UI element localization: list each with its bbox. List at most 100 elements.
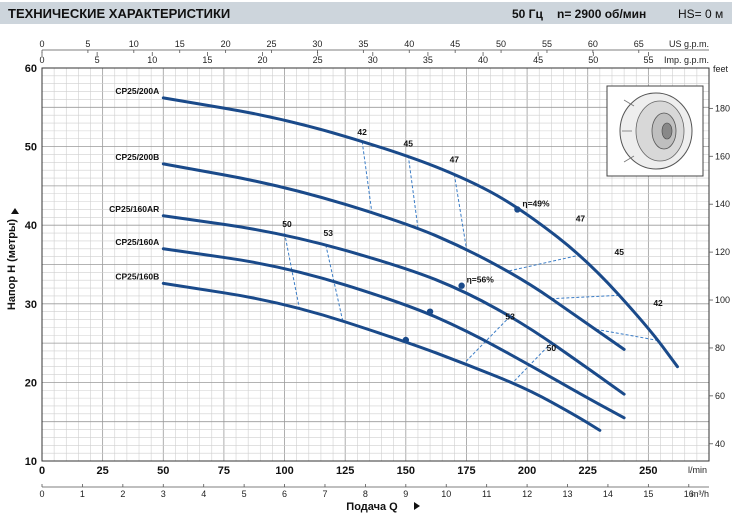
efficiency-point-label: η=56% bbox=[467, 275, 495, 285]
us-gpm-tick-label: 15 bbox=[175, 39, 185, 49]
y-axis-title: Напор H (метры) bbox=[6, 219, 18, 310]
m3h-tick-label: 14 bbox=[603, 489, 613, 499]
y-tick-label: 10 bbox=[25, 456, 37, 468]
imp-gpm-tick-label: 30 bbox=[368, 55, 378, 65]
x-tick-label-lmin: 150 bbox=[397, 465, 415, 477]
header-speed: n= 2900 об/мин bbox=[557, 7, 646, 21]
curve-cp25-160b bbox=[161, 281, 602, 432]
grid bbox=[41, 67, 710, 462]
curve-cp25-160ar bbox=[161, 214, 626, 396]
y-tick-label: 50 bbox=[25, 142, 37, 154]
us-gpm-tick-label: 35 bbox=[358, 39, 368, 49]
imp-gpm-tick-label: 25 bbox=[313, 55, 323, 65]
curve-cp25-200a bbox=[161, 96, 679, 369]
x-tick-label-lmin: 250 bbox=[639, 465, 657, 477]
efficiency-line-53 bbox=[463, 315, 511, 364]
us-gpm-unit: US g.p.m. bbox=[669, 39, 709, 49]
efficiency-label: 53 bbox=[323, 228, 333, 238]
m3h-tick-label: 7 bbox=[322, 489, 327, 499]
feet-tick-label: 120 bbox=[715, 247, 730, 257]
x-tick-label-lmin: 200 bbox=[518, 465, 536, 477]
labels: CP25/200A CP25/200B CP25/160AR CP25/160A CP2… bbox=[109, 86, 663, 353]
x-tick-label-lmin: 125 bbox=[336, 465, 354, 477]
imp-gpm-tick-label: 35 bbox=[423, 55, 433, 65]
curve-label: CP25/160B bbox=[115, 271, 159, 281]
m3h-tick-label: 13 bbox=[563, 489, 573, 499]
m3h-tick-label: 5 bbox=[242, 489, 247, 499]
y-axis-arrow-icon bbox=[11, 208, 19, 214]
curve-label: CP25/160A bbox=[115, 237, 159, 247]
feet-tick-label: 100 bbox=[715, 295, 730, 305]
x-tick-label-lmin: 25 bbox=[97, 465, 109, 477]
imp-gpm-tick-label: 15 bbox=[202, 55, 212, 65]
y-tick-label: 20 bbox=[25, 377, 37, 389]
us-gpm-tick-label: 60 bbox=[588, 39, 598, 49]
feet-tick-label: 60 bbox=[715, 391, 725, 401]
efficiency-label: 50 bbox=[282, 219, 292, 229]
x-axis-title: Подача Q bbox=[346, 501, 398, 513]
x-tick-label-lmin: 225 bbox=[579, 465, 597, 477]
header-frequency: 50 Гц bbox=[512, 7, 543, 21]
efficiency-point bbox=[402, 336, 410, 344]
x-unit-lmin: l/min bbox=[688, 465, 707, 475]
efficiency-point bbox=[514, 206, 521, 213]
imp-gpm-tick-label: 40 bbox=[478, 55, 488, 65]
efficiency-line-53 bbox=[325, 244, 344, 322]
efficiency-lines bbox=[284, 141, 659, 384]
efficiency-line-42 bbox=[594, 328, 659, 341]
m3h-tick-label: 0 bbox=[39, 489, 44, 499]
curve-label: CP25/200A bbox=[115, 86, 159, 96]
m3h-tick-label: 1 bbox=[80, 489, 85, 499]
header-title: ТЕХНИЧЕСКИЕ ХАРАКТЕРИСТИКИ bbox=[8, 6, 230, 21]
efficiency-line-47 bbox=[453, 174, 467, 249]
efficiency-label: 50 bbox=[547, 343, 557, 353]
imp-gpm-tick-label: 45 bbox=[533, 55, 543, 65]
y-tick-label: 30 bbox=[25, 299, 37, 311]
curve-label: CP25/200B bbox=[115, 152, 159, 162]
us-gpm-tick-label: 40 bbox=[404, 39, 414, 49]
m3h-unit: m³/h bbox=[691, 489, 709, 499]
efficiency-label: 47 bbox=[450, 154, 460, 164]
feet-tick-label: 180 bbox=[715, 103, 730, 113]
us-gpm-tick-label: 25 bbox=[267, 39, 277, 49]
us-gpm-tick-label: 50 bbox=[496, 39, 506, 49]
m3h-tick-label: 15 bbox=[643, 489, 653, 499]
efficiency-line-45 bbox=[551, 294, 620, 300]
efficiency-label: 45 bbox=[615, 247, 625, 257]
m3h-tick-label: 9 bbox=[403, 489, 408, 499]
feet-tick-label: 160 bbox=[715, 151, 730, 161]
efficiency-line-45 bbox=[407, 155, 419, 229]
efficiency-label: 53 bbox=[505, 312, 515, 322]
feet-tick-label: 140 bbox=[715, 199, 730, 209]
efficiency-line-50 bbox=[512, 342, 552, 384]
header: ТЕХНИЧЕСКИЕ ХАРАКТЕРИСТИКИ 50 Гц n= 2900… bbox=[0, 2, 732, 24]
x-tick-label-lmin: 175 bbox=[457, 465, 475, 477]
us-gpm-tick-label: 0 bbox=[39, 39, 44, 49]
imp-gpm-tick-label: 20 bbox=[258, 55, 268, 65]
plot-frame bbox=[41, 67, 710, 462]
feet-unit: feet bbox=[713, 64, 729, 74]
m3h-tick-label: 3 bbox=[161, 489, 166, 499]
efficiency-label: 42 bbox=[653, 298, 663, 308]
impeller-icon bbox=[619, 92, 693, 170]
us-gpm-tick-label: 5 bbox=[85, 39, 90, 49]
curve-cp25-200b bbox=[161, 162, 626, 351]
us-gpm-tick-label: 45 bbox=[450, 39, 460, 49]
imp-gpm-tick-label: 0 bbox=[39, 55, 44, 65]
curve-cp25-160a bbox=[161, 247, 626, 420]
x-tick-label-lmin: 75 bbox=[218, 465, 230, 477]
x-tick-label-lmin: 0 bbox=[39, 465, 45, 477]
feet-tick-label: 80 bbox=[715, 343, 725, 353]
x-axis-arrow-icon bbox=[414, 502, 420, 510]
header-hs: HS= 0 м bbox=[678, 7, 723, 21]
us-gpm-tick-label: 20 bbox=[221, 39, 231, 49]
m3h-tick-label: 4 bbox=[201, 489, 206, 499]
m3h-tick-label: 12 bbox=[522, 489, 532, 499]
pump-curves bbox=[161, 96, 679, 432]
m3h-tick-label: 2 bbox=[120, 489, 125, 499]
x-tick-label-lmin: 100 bbox=[275, 465, 293, 477]
efficiency-line-42 bbox=[361, 141, 373, 213]
y-tick-label: 40 bbox=[25, 220, 37, 232]
